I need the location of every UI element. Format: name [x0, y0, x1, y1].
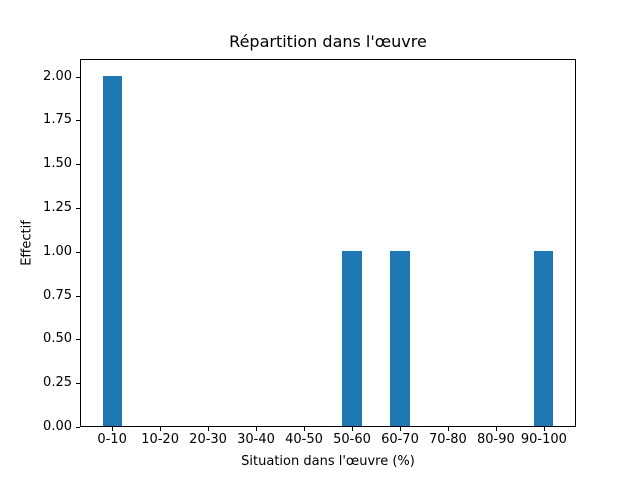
x-tick-mark [543, 427, 545, 431]
y-tick-mark [76, 207, 80, 209]
plot-area [80, 59, 576, 427]
bar-60-70 [390, 250, 410, 426]
y-tick-label: 0.50 [43, 331, 72, 347]
y-tick-mark [76, 164, 80, 166]
y-tick-mark [76, 120, 80, 122]
x-tick-label: 70-80 [429, 432, 467, 447]
y-tick-label: 1.75 [43, 112, 72, 128]
chart-title: Répartition dans l'œuvre [229, 32, 427, 51]
x-tick-mark [304, 427, 305, 431]
y-tick-mark [76, 295, 80, 297]
y-tick-mark [76, 427, 80, 428]
y-axis-label: Effectif [19, 220, 35, 266]
x-tick-mark [351, 427, 353, 431]
x-tick-label: 30-40 [237, 432, 275, 447]
bar-50-60 [342, 250, 362, 426]
x-tick-mark [256, 427, 258, 431]
y-tick-label: 1.00 [43, 243, 72, 259]
y-tick-label: 0.00 [43, 419, 72, 434]
y-tick-label: 0.25 [43, 375, 72, 391]
bar-90-100 [534, 250, 554, 426]
y-tick-mark [76, 251, 80, 253]
y-tick-label: 2.00 [43, 68, 72, 84]
x-tick-label: 20-30 [189, 432, 227, 447]
x-tick-label: 40-50 [285, 432, 323, 447]
x-tick-mark [112, 427, 114, 431]
x-tick-mark [495, 427, 497, 431]
x-axis-label: Situation dans l'œuvre (%) [241, 454, 415, 469]
x-tick-label: 90-100 [520, 432, 567, 447]
x-tick-mark [160, 427, 162, 431]
y-tick-label: 0.75 [43, 287, 72, 303]
x-tick-label: 0-10 [97, 432, 127, 447]
x-tick-label: 10-20 [141, 432, 179, 447]
x-tick-label: 80-90 [477, 432, 515, 447]
y-tick-label: 1.50 [43, 156, 72, 172]
bar-0-10 [102, 75, 122, 426]
y-tick-mark [76, 76, 80, 78]
x-tick-label: 60-70 [381, 432, 419, 447]
y-tick-mark [76, 383, 80, 385]
y-tick-label: 1.25 [43, 199, 72, 215]
x-tick-mark [447, 427, 449, 431]
x-tick-label: 50-60 [333, 432, 371, 447]
y-tick-mark [76, 339, 80, 341]
x-tick-mark [208, 427, 210, 431]
x-tick-mark [399, 427, 401, 431]
